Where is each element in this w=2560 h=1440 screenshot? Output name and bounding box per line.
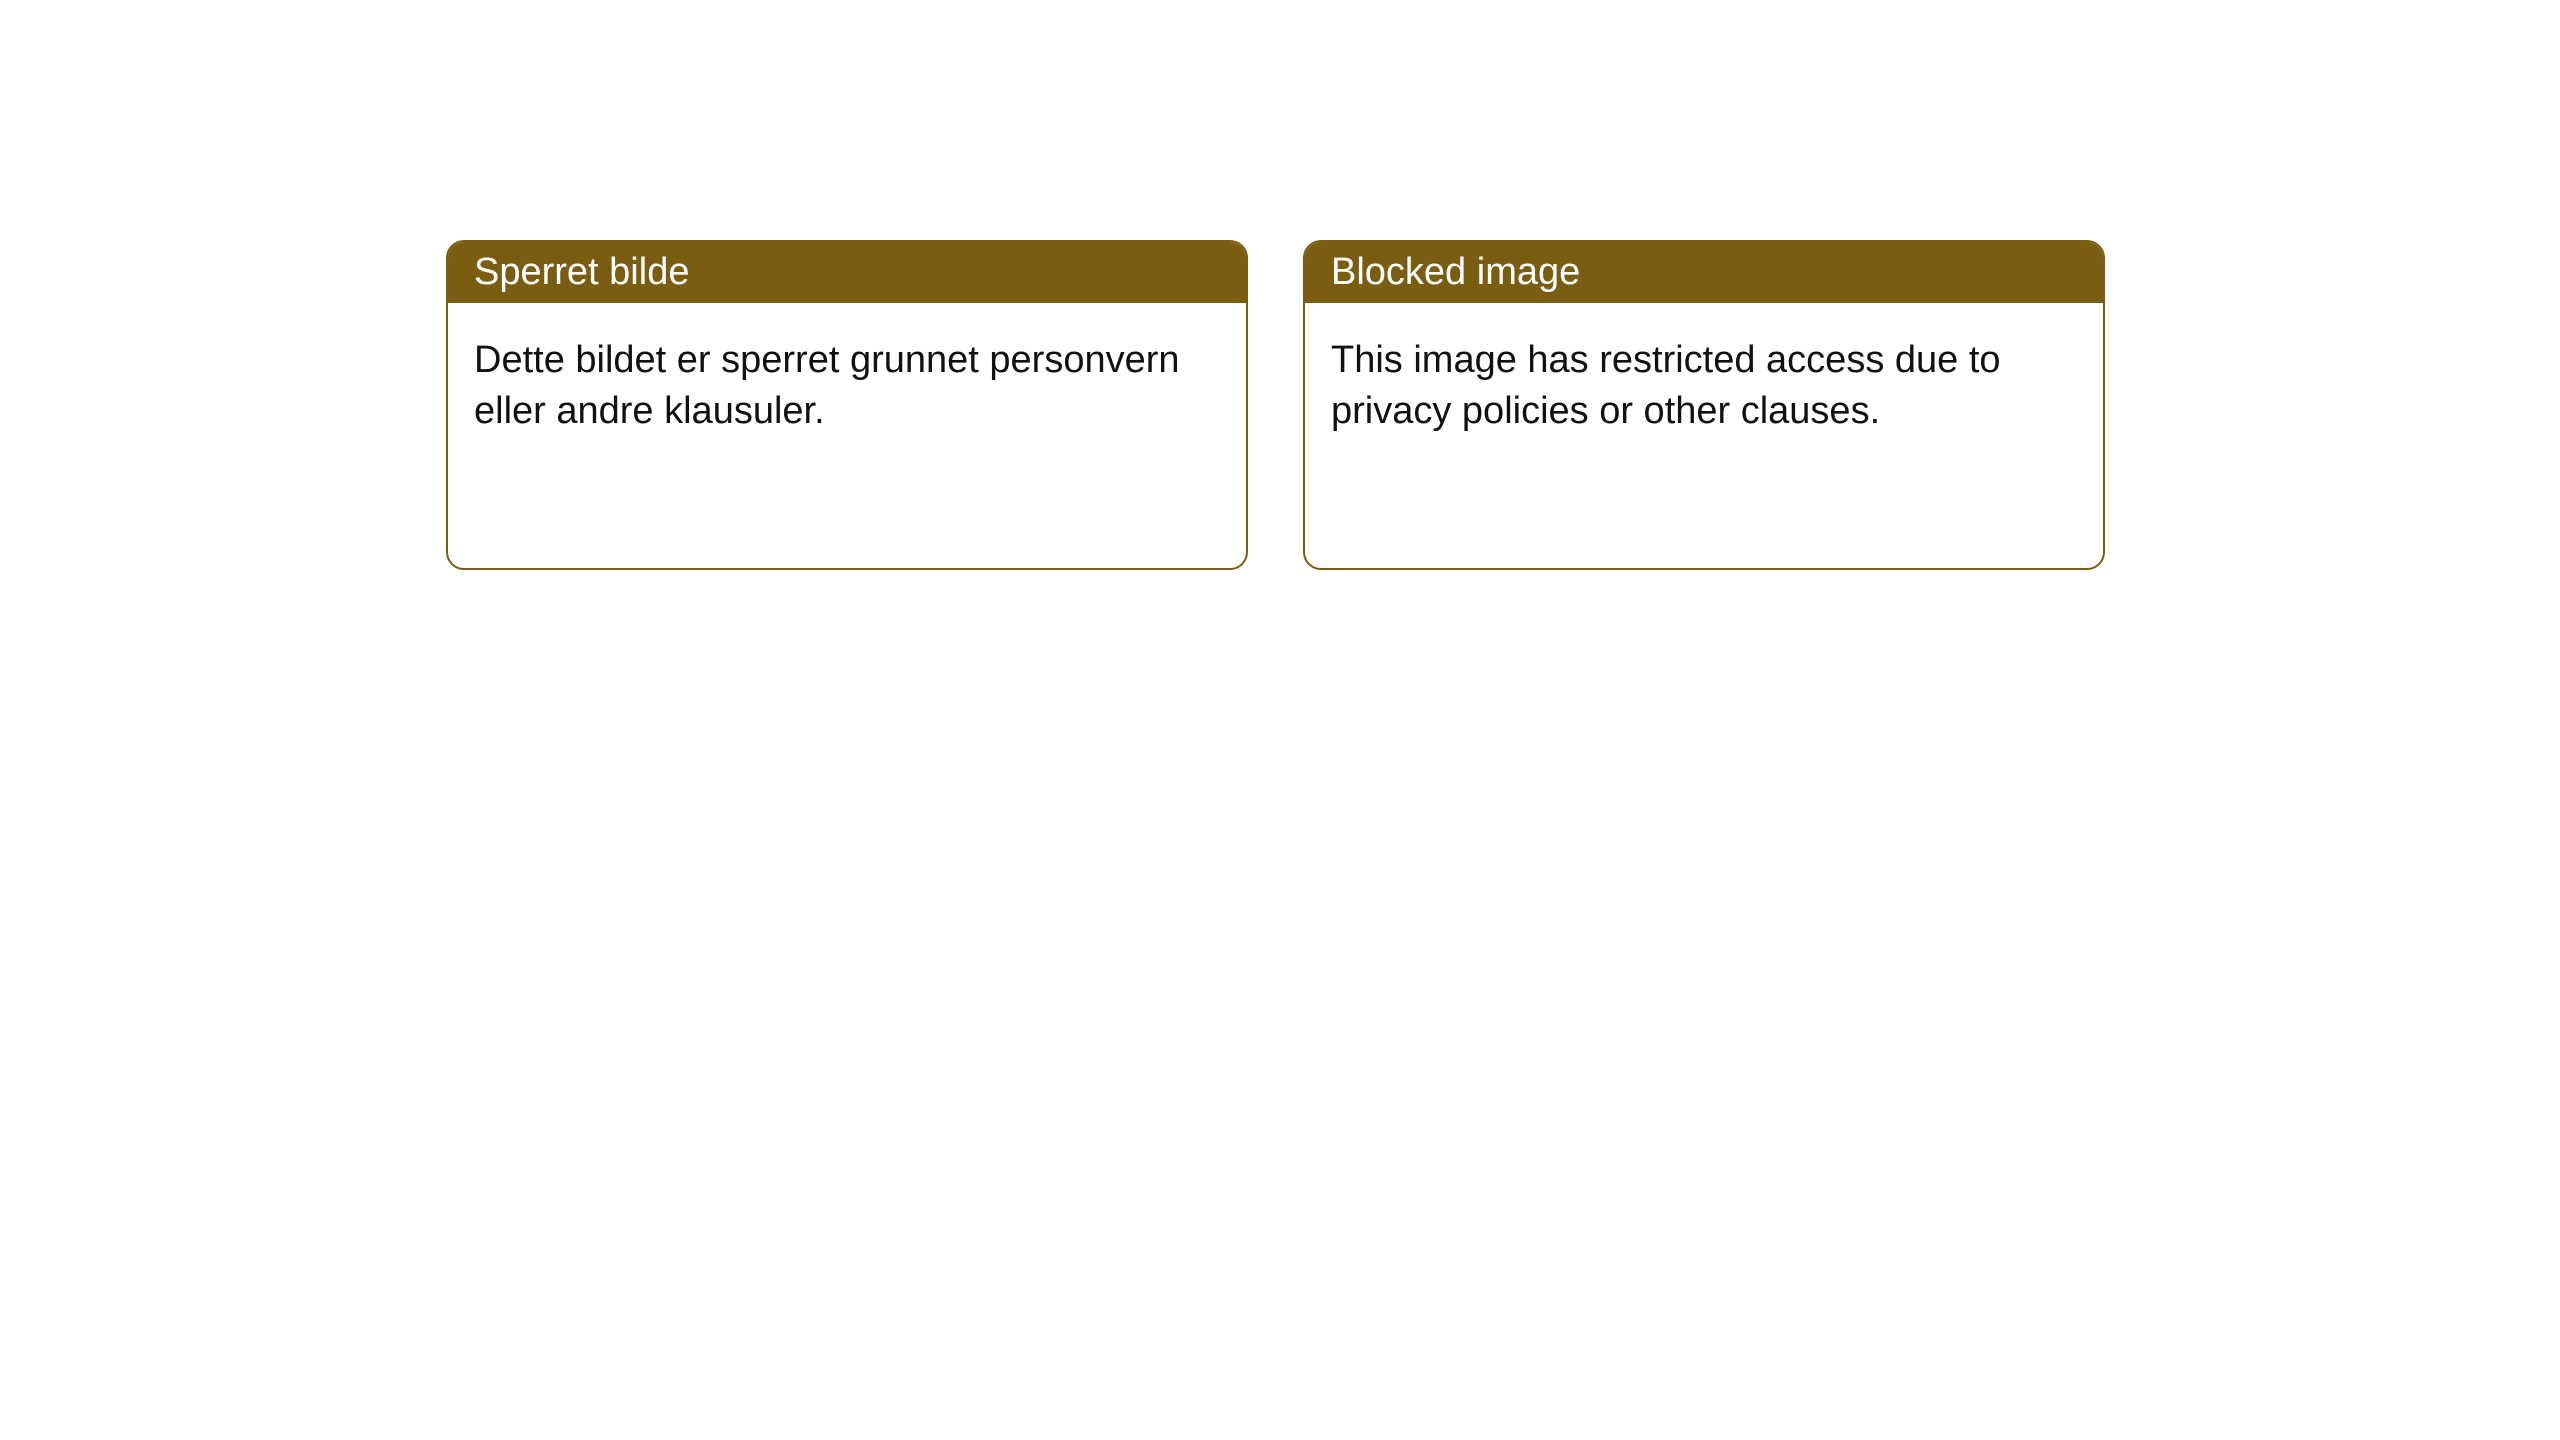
notice-header-en: Blocked image xyxy=(1305,242,2103,303)
notice-header-no: Sperret bilde xyxy=(448,242,1246,303)
notice-text-no: Dette bildet er sperret grunnet personve… xyxy=(474,339,1180,432)
notice-body-no: Dette bildet er sperret grunnet personve… xyxy=(448,303,1246,470)
notice-title-en: Blocked image xyxy=(1331,251,1580,293)
notice-card-no: Sperret bilde Dette bildet er sperret gr… xyxy=(446,240,1248,570)
notice-card-en: Blocked image This image has restricted … xyxy=(1303,240,2105,570)
notice-container: Sperret bilde Dette bildet er sperret gr… xyxy=(0,0,2560,570)
notice-text-en: This image has restricted access due to … xyxy=(1331,339,2001,432)
notice-body-en: This image has restricted access due to … xyxy=(1305,303,2103,470)
notice-title-no: Sperret bilde xyxy=(474,251,689,293)
